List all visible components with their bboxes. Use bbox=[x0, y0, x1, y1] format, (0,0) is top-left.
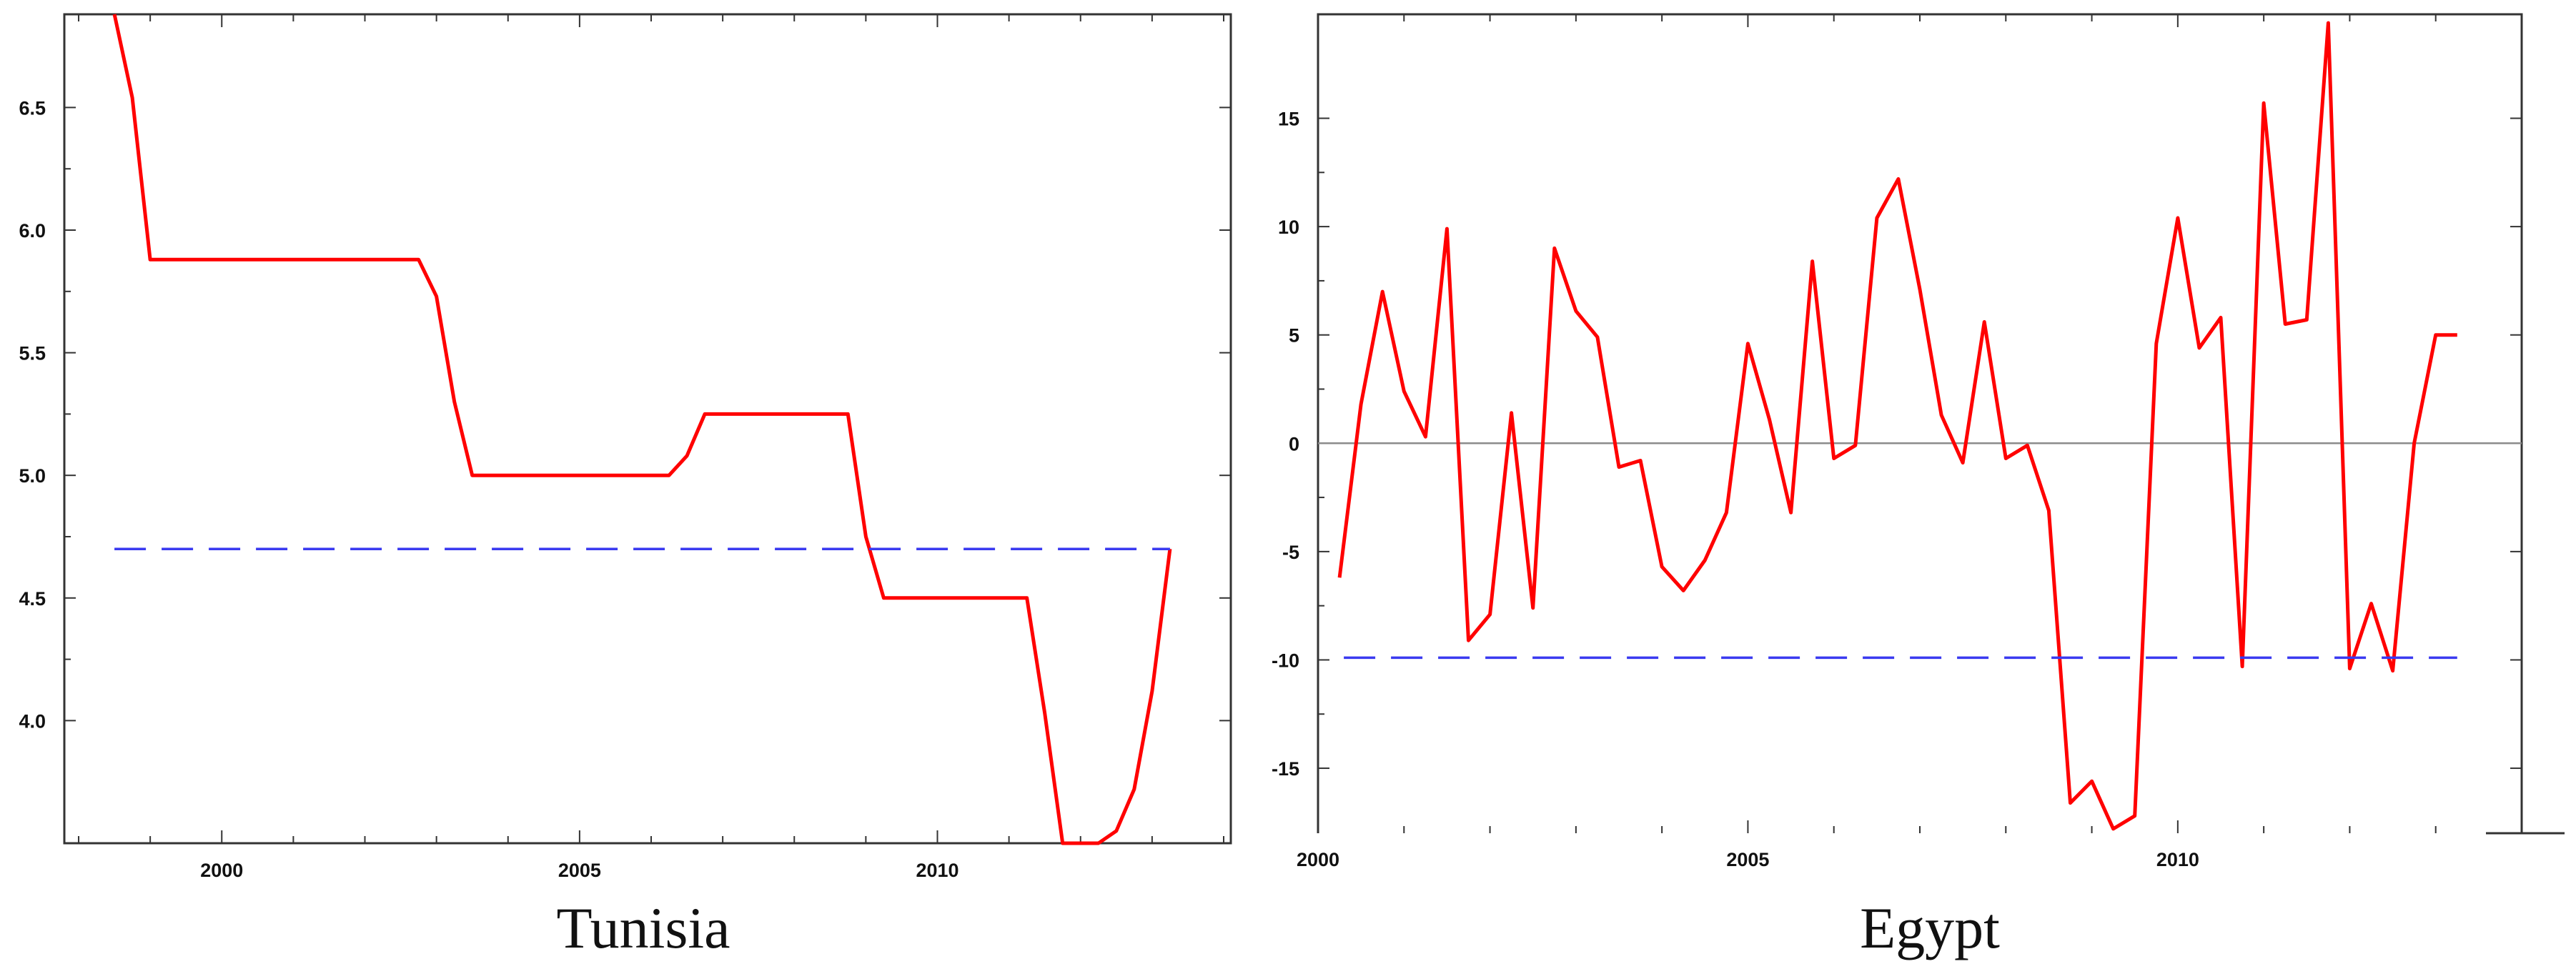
y-tick-label: 4.0 bbox=[19, 710, 46, 732]
y-tick-label: -5 bbox=[1282, 542, 1299, 563]
egypt-series-line bbox=[1337, 21, 2457, 831]
y-tick-label: -10 bbox=[1272, 650, 1299, 671]
y-tick-label: 6.0 bbox=[19, 220, 46, 242]
tunisia-chart-panel: 2000 2005 2010 4.0 4.5 5.0 5.5 6.0 6.5 Tunisia bbox=[19, 13, 1232, 960]
x-tick-label: 2005 bbox=[1726, 849, 1769, 870]
y-tick-label: 5.0 bbox=[19, 465, 46, 487]
y-tick-label: 5 bbox=[1289, 325, 1299, 347]
egypt-chart-panel: 2000 2005 2010 -15 -10 -5 0 5 10 15 Egypt bbox=[1272, 13, 2565, 960]
x-tick-label: 2005 bbox=[558, 860, 601, 881]
y-tick-label: 4.5 bbox=[19, 588, 46, 610]
y-tick-label: -15 bbox=[1272, 758, 1299, 780]
y-tick-label: 6.5 bbox=[19, 97, 46, 119]
y-tick-label: 5.5 bbox=[19, 343, 46, 364]
plot-frame bbox=[63, 13, 1232, 845]
x-tick-label: 2000 bbox=[200, 860, 243, 881]
x-tick-label: 2010 bbox=[916, 860, 958, 881]
y-tick-label: 0 bbox=[1289, 433, 1299, 454]
x-tick-label: 2010 bbox=[2156, 849, 2199, 870]
egypt-caption: Egypt bbox=[1860, 895, 2000, 960]
tunisia-caption: Tunisia bbox=[556, 895, 730, 960]
tunisia-series-line bbox=[112, 14, 1172, 845]
x-tick-label: 2000 bbox=[1297, 849, 1339, 870]
y-tick-label: 10 bbox=[1278, 217, 1299, 238]
y-tick-label: 15 bbox=[1278, 109, 1299, 130]
